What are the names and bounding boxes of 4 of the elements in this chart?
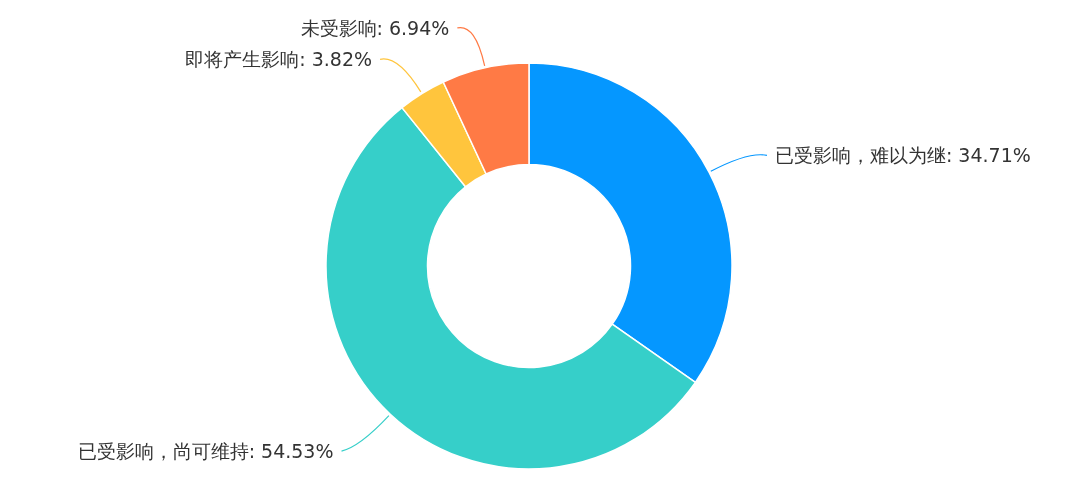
slice-label: 已受影响，尚可维持: 54.53% <box>77 440 334 463</box>
slice-label: 已受影响，难以为继: 34.71% <box>774 144 1031 167</box>
slice-label: 未受影响: 6.94% <box>300 16 450 39</box>
slice-label: 即将产生影响: 3.82% <box>185 48 373 71</box>
